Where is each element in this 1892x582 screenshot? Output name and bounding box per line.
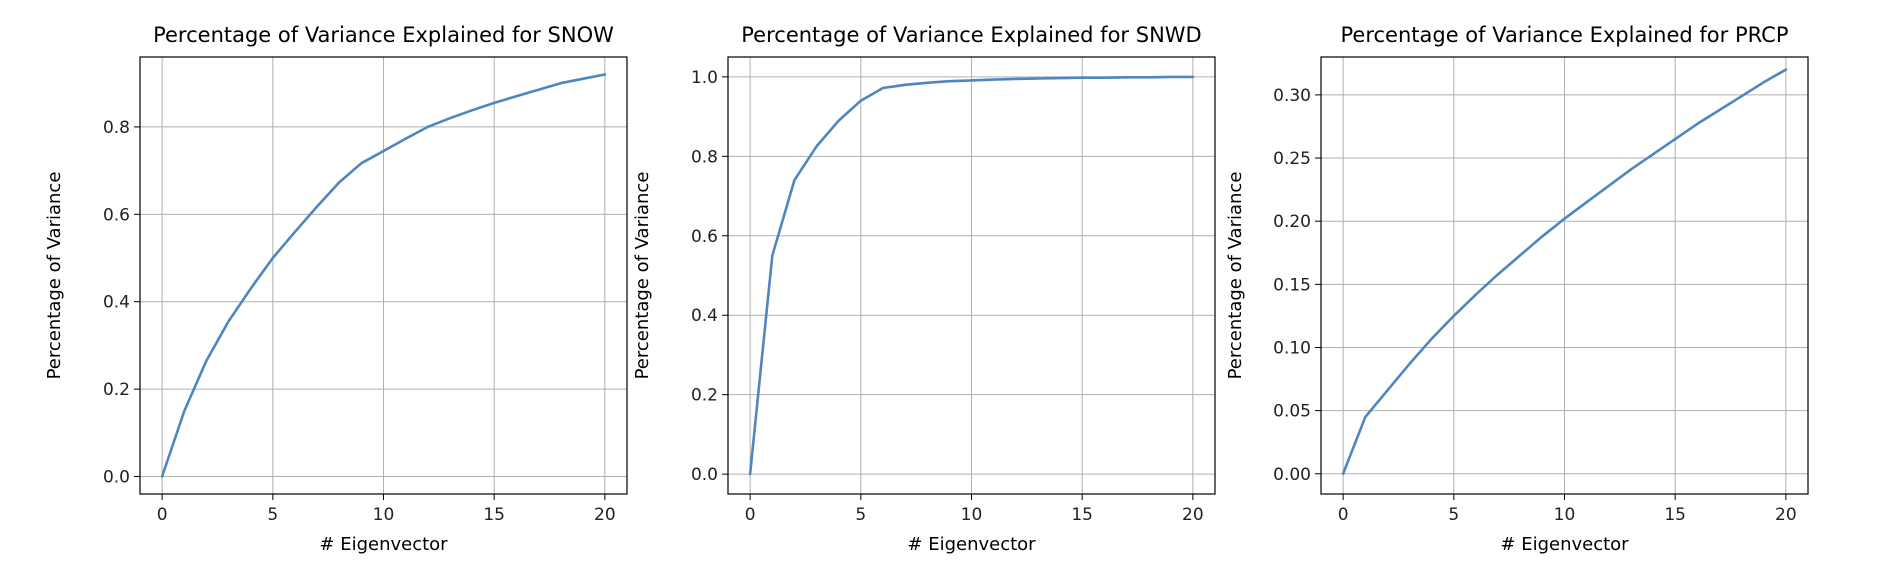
grid — [1321, 57, 1808, 494]
x-axis-label: # Eigenvector — [907, 534, 1036, 555]
chart-title: Percentage of Variance Explained for SNW… — [741, 23, 1201, 47]
x-tick-label: 15 — [1071, 505, 1093, 525]
chart-title: Percentage of Variance Explained for PRC… — [1340, 23, 1788, 47]
x-tick-label: 10 — [961, 505, 983, 525]
x-tick-label: 0 — [157, 505, 168, 525]
y-tick-label: 0.2 — [691, 386, 718, 406]
grid — [140, 57, 627, 494]
x-tick-label: 5 — [855, 505, 866, 525]
y-tick-label: 0.4 — [691, 306, 718, 326]
y-tick-label: 0.6 — [103, 205, 130, 225]
y-tick-label: 0.2 — [103, 380, 130, 400]
y-tick-label: 0.20 — [1273, 212, 1311, 232]
y-axis-label: Percentage of Variance — [632, 172, 653, 380]
x-tick-label: 15 — [1664, 505, 1686, 525]
grid — [728, 57, 1215, 494]
y-tick-label: 0.0 — [103, 468, 130, 488]
chart-panel-3: 0 5 10 15 20 0.00 0.05 0.10 0.15 0.20 0.25 0.30 Perc… — [1225, 23, 1809, 555]
x-tick-label: 5 — [1448, 505, 1459, 525]
series-line — [748, 75, 1195, 476]
x-axis-label: # Eigenvector — [319, 534, 448, 555]
x-tick-label: 15 — [483, 505, 505, 525]
series-line — [160, 73, 607, 478]
y-axis-label: Percentage of Variance — [1225, 172, 1246, 380]
y-tick-label: 0.05 — [1273, 402, 1311, 422]
x-tick-label: 0 — [1338, 505, 1349, 525]
y-tick-label: 0.0 — [691, 465, 718, 485]
y-tick-label: 0.25 — [1273, 149, 1311, 169]
y-tick-label: 0.4 — [103, 293, 130, 313]
series-line — [1341, 68, 1788, 476]
x-tick-label: 0 — [745, 505, 756, 525]
x-axis-label: # Eigenvector — [1500, 534, 1629, 555]
x-tick-label: 20 — [594, 505, 616, 525]
y-tick-label: 0.30 — [1273, 86, 1311, 106]
x-tick-label: 20 — [1182, 505, 1204, 525]
y-tick-label: 0.10 — [1273, 338, 1311, 358]
y-tick-label: 0.6 — [691, 227, 718, 247]
x-tick-label: 20 — [1775, 505, 1797, 525]
y-tick-label: 0.15 — [1273, 275, 1311, 295]
x-tick-label: 10 — [1554, 505, 1576, 525]
y-tick-label: 1.0 — [691, 68, 718, 88]
y-tick-label: 0.00 — [1273, 465, 1311, 485]
y-tick-label: 0.8 — [103, 118, 130, 138]
chart-panel-2: 0 5 10 15 20 0.0 0.2 0.4 0.6 0.8 1.0 Percentage of … — [632, 23, 1216, 555]
y-axis-label: Percentage of Variance — [44, 172, 65, 380]
chart-title: Percentage of Variance Explained for SNO… — [153, 23, 614, 47]
y-tick-label: 0.8 — [691, 147, 718, 167]
x-tick-label: 10 — [373, 505, 395, 525]
x-tick-label: 5 — [267, 505, 278, 525]
chart-panel-1: 0 5 10 15 20 0.0 0.2 0.4 0.6 0.8 Percentage of Var… — [44, 23, 628, 555]
